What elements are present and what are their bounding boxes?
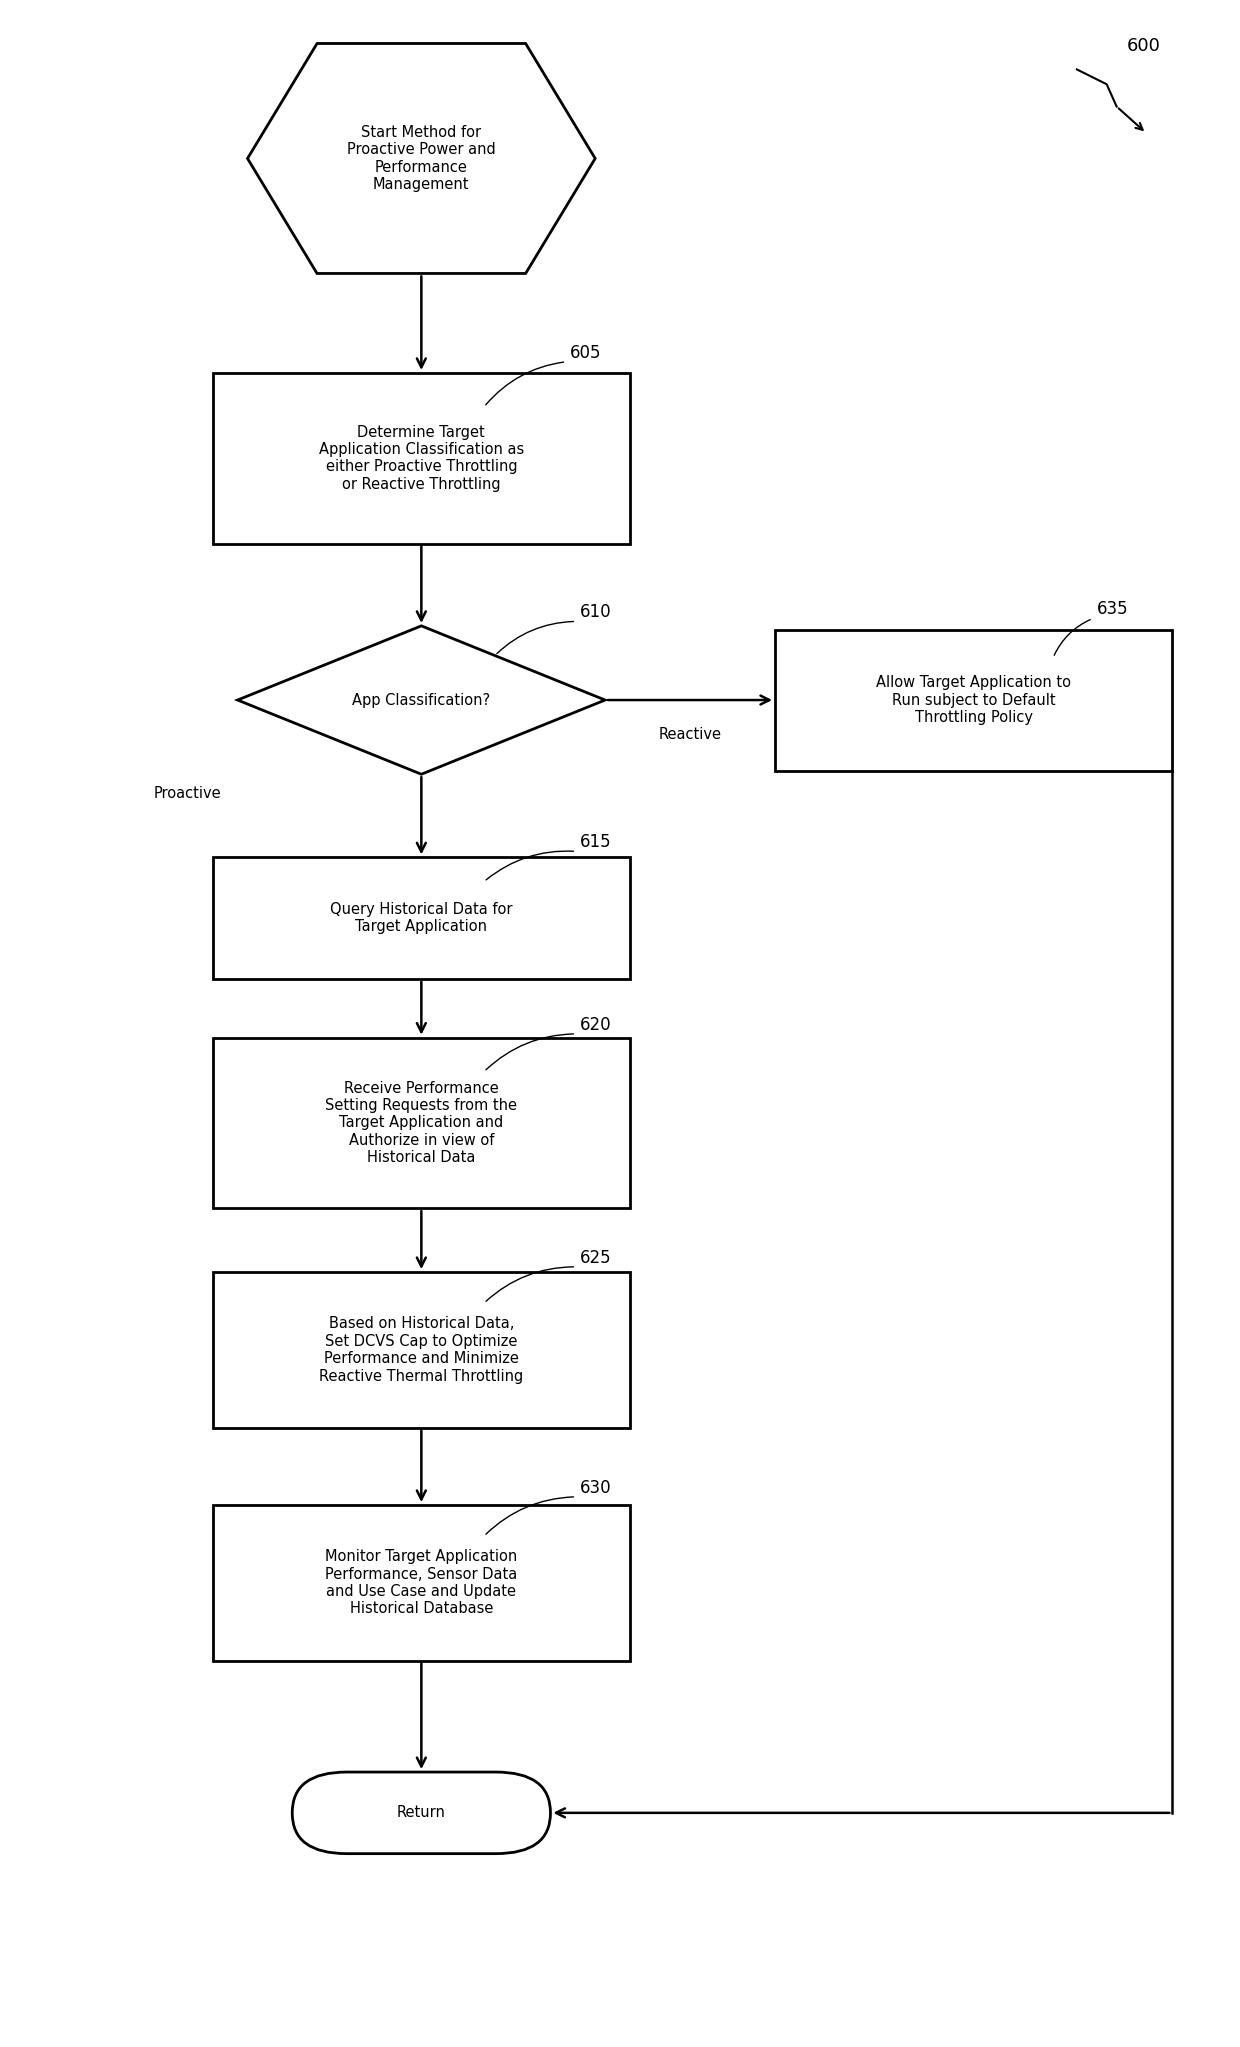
FancyBboxPatch shape bbox=[213, 1271, 630, 1429]
Text: Determine Target
Application Classification as
either Proactive Throttling
or Re: Determine Target Application Classificat… bbox=[319, 424, 525, 491]
Polygon shape bbox=[248, 43, 595, 274]
Text: Based on Historical Data,
Set DCVS Cap to Optimize
Performance and Minimize
Reac: Based on Historical Data, Set DCVS Cap t… bbox=[319, 1316, 523, 1384]
Text: 630: 630 bbox=[580, 1478, 611, 1496]
Text: Allow Target Application to
Run subject to Default
Throttling Policy: Allow Target Application to Run subject … bbox=[877, 676, 1071, 725]
Text: 620: 620 bbox=[580, 1015, 611, 1034]
Text: Return: Return bbox=[397, 1805, 446, 1820]
Text: Monitor Target Application
Performance, Sensor Data
and Use Case and Update
Hist: Monitor Target Application Performance, … bbox=[325, 1550, 517, 1617]
FancyBboxPatch shape bbox=[775, 630, 1172, 770]
FancyBboxPatch shape bbox=[213, 373, 630, 545]
Text: Query Historical Data for
Target Application: Query Historical Data for Target Applica… bbox=[330, 903, 512, 933]
Text: Reactive: Reactive bbox=[658, 727, 722, 741]
Polygon shape bbox=[238, 626, 605, 774]
FancyBboxPatch shape bbox=[213, 858, 630, 978]
Text: 615: 615 bbox=[580, 833, 611, 852]
FancyBboxPatch shape bbox=[213, 1505, 630, 1660]
Text: 635: 635 bbox=[1096, 600, 1128, 618]
Text: Receive Performance
Setting Requests from the
Target Application and
Authorize i: Receive Performance Setting Requests fro… bbox=[325, 1081, 517, 1165]
Text: Start Method for
Proactive Power and
Performance
Management: Start Method for Proactive Power and Per… bbox=[347, 125, 496, 192]
Text: 600: 600 bbox=[1127, 37, 1161, 55]
Text: 610: 610 bbox=[580, 604, 611, 622]
FancyBboxPatch shape bbox=[293, 1773, 551, 1855]
Text: 625: 625 bbox=[580, 1249, 611, 1267]
Text: 605: 605 bbox=[570, 344, 601, 362]
Text: App Classification?: App Classification? bbox=[352, 692, 490, 708]
Text: Proactive: Proactive bbox=[154, 786, 222, 800]
FancyBboxPatch shape bbox=[213, 1038, 630, 1208]
